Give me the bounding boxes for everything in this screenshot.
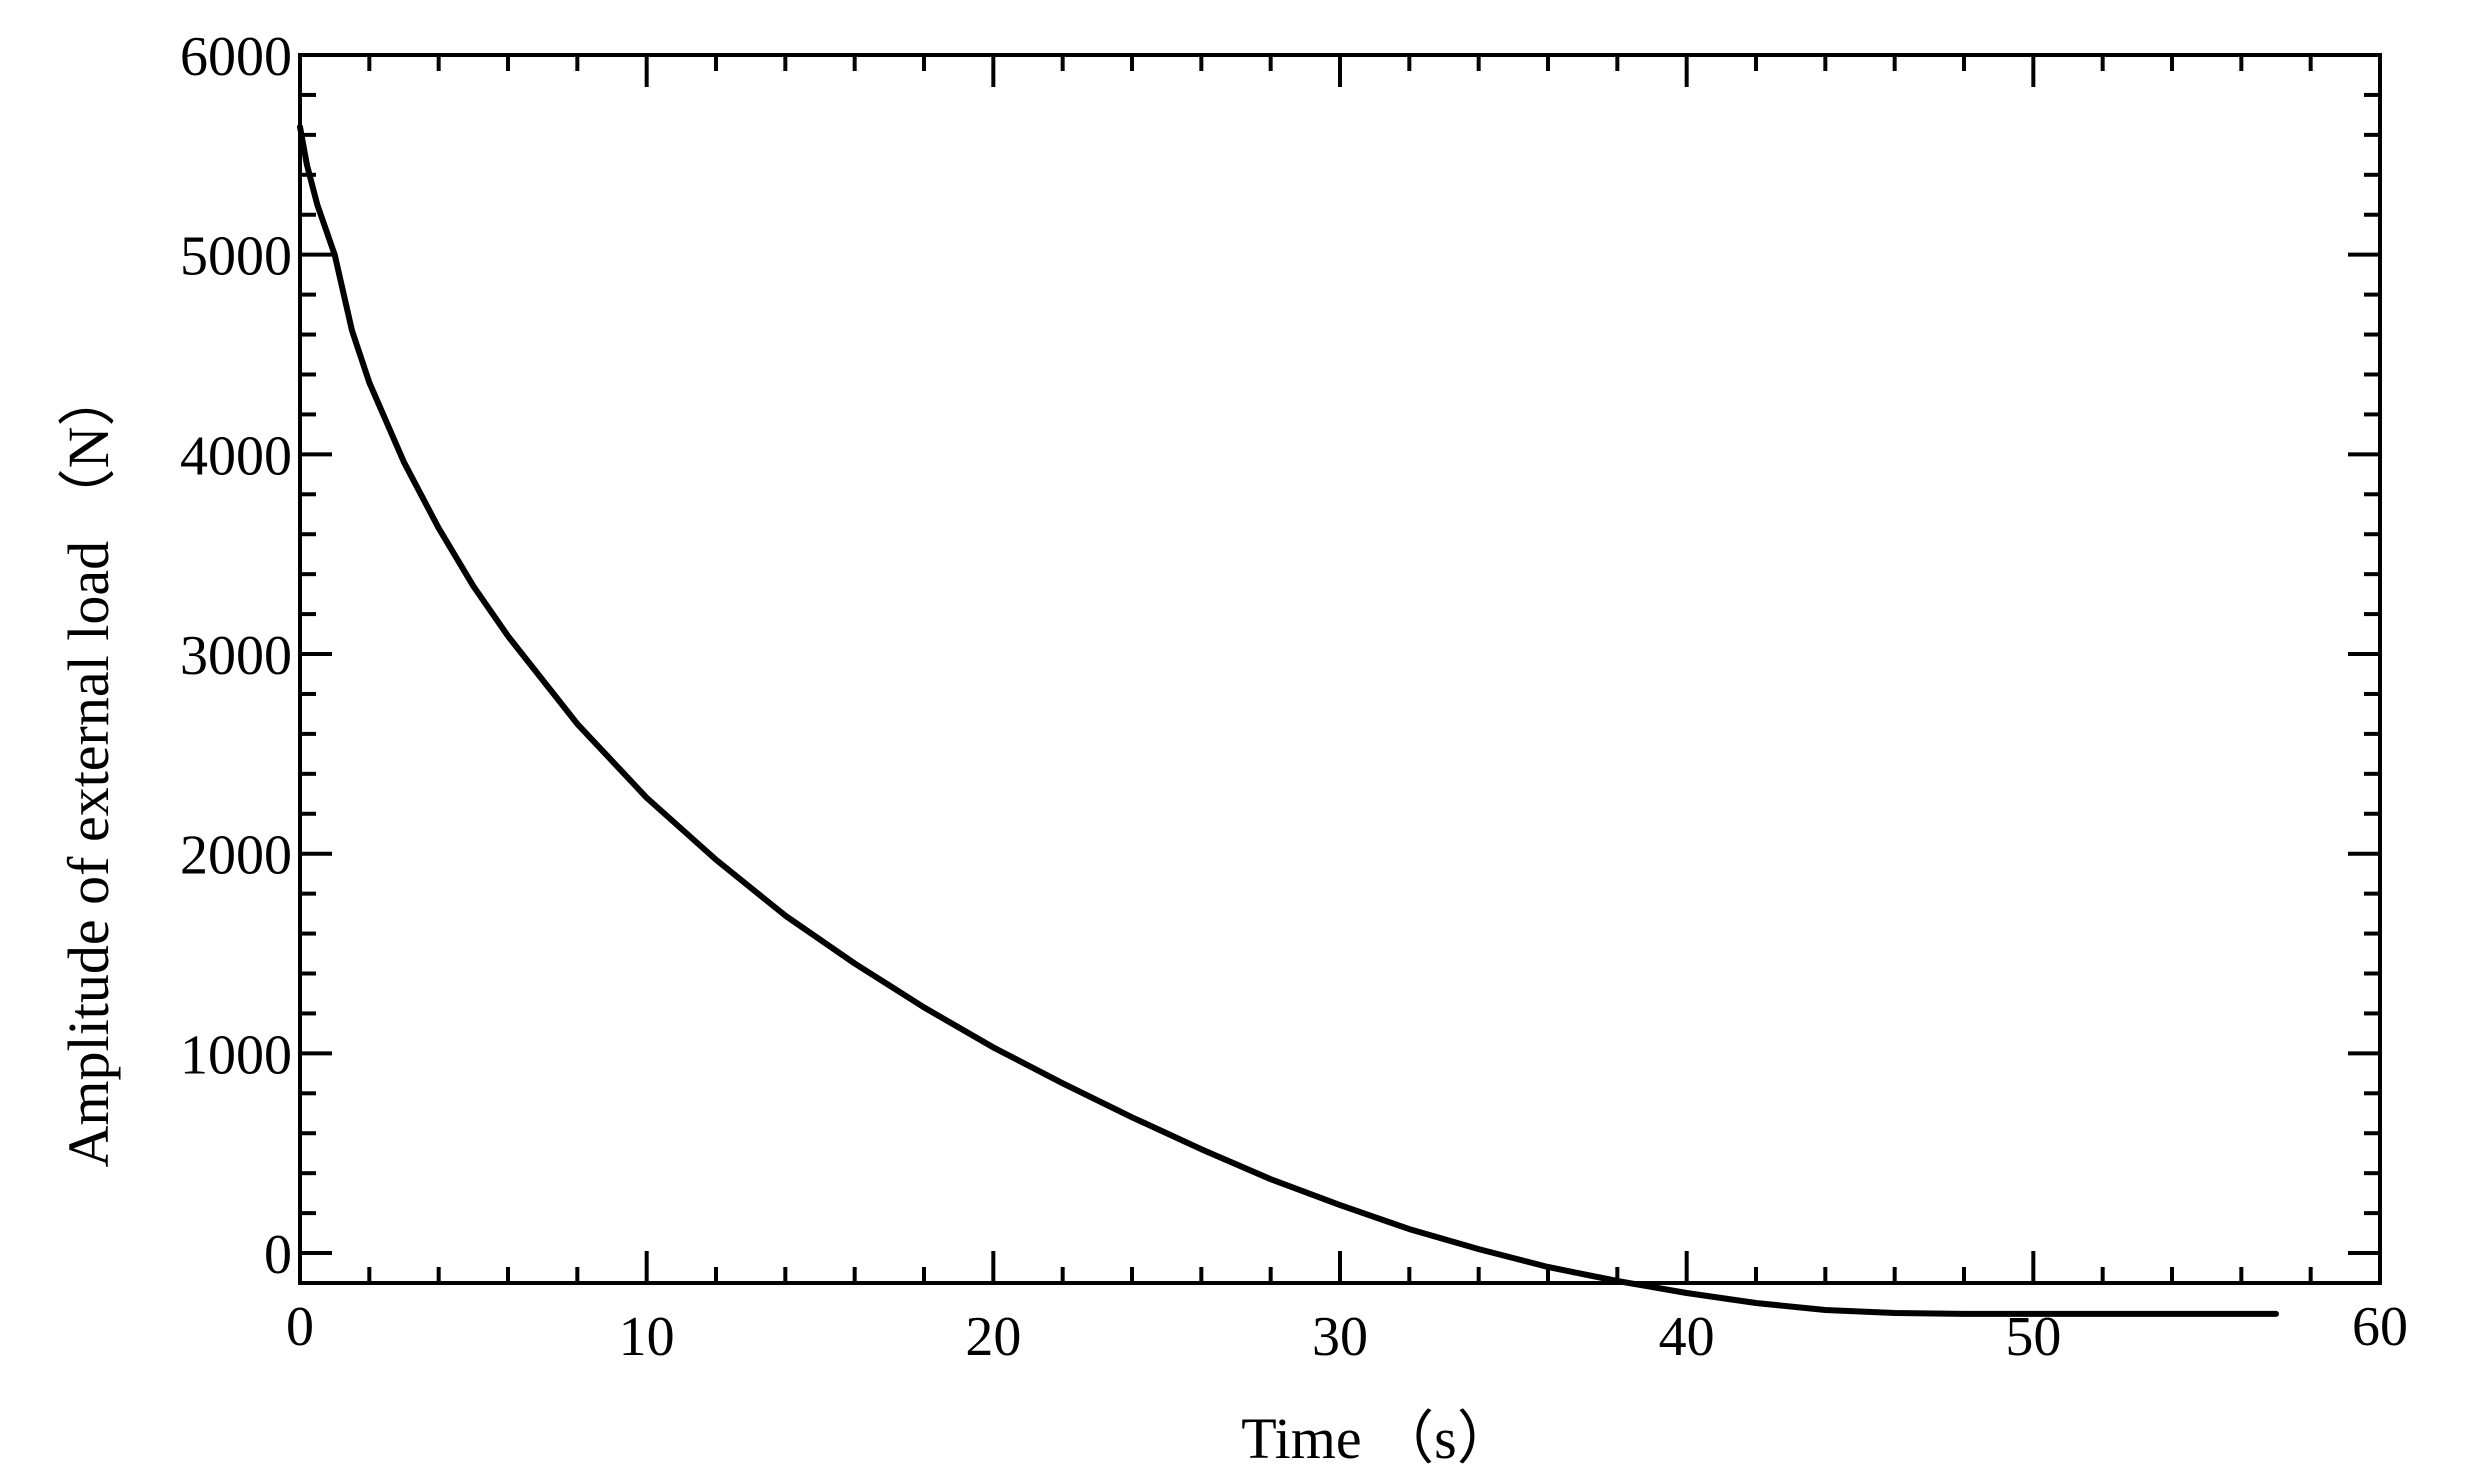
plot-frame xyxy=(298,53,2382,1285)
y-tick-label: 1000 xyxy=(180,1024,292,1086)
minor-ticks xyxy=(300,55,2380,1283)
x-tick-label: 30 xyxy=(1312,1306,1368,1368)
y-tick-label: 0 xyxy=(264,1224,292,1286)
series-layer xyxy=(297,123,2279,1317)
x-tick-label: 40 xyxy=(1659,1306,1715,1368)
y-axis-title: Amplitude of external load （N） xyxy=(56,369,121,1168)
x-tick-label: 0 xyxy=(286,1296,314,1358)
x-tick-label: 20 xyxy=(965,1306,1021,1368)
x-axis-title: Time （s） xyxy=(1241,1406,1514,1471)
major-ticks xyxy=(298,53,2382,1283)
y-tick-label: 4000 xyxy=(180,425,292,487)
y-tick-label: 6000 xyxy=(180,26,292,88)
y-tick-label: 5000 xyxy=(180,226,292,288)
y-tick-labels: 0 1000 2000 3000 4000 5000 6000 xyxy=(180,26,292,1286)
x-tick-label: 10 xyxy=(619,1306,675,1368)
x-tick-label: 60 xyxy=(2352,1296,2408,1358)
y-tick-label: 2000 xyxy=(180,825,292,887)
series-line xyxy=(297,123,2279,1317)
x-tick-labels: 0 10 20 30 40 50 60 xyxy=(286,1296,2408,1368)
y-tick-label: 3000 xyxy=(180,625,292,687)
